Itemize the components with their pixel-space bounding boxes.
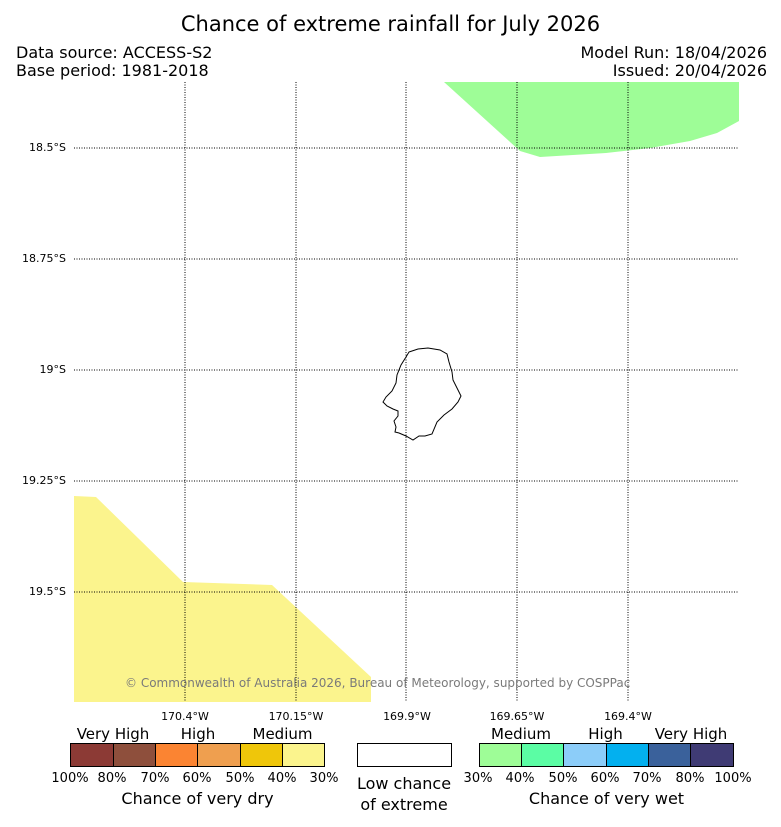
lon-label: 170.4°W — [161, 710, 209, 723]
base-period-label: Base period: 1981-2018 — [16, 61, 209, 80]
wet-percent-label: 70% — [632, 771, 662, 786]
dry-percent-label: 80% — [97, 771, 127, 786]
wet-percent-label: 30% — [463, 771, 493, 786]
dry-percent-label: 60% — [182, 771, 212, 786]
dry-swatch — [282, 743, 325, 767]
wet-percent-label: 50% — [548, 771, 578, 786]
lat-label: 19.25°S — [22, 474, 66, 487]
copyright-notice: © Commonwealth of Australia 2026, Bureau… — [125, 676, 631, 690]
data-source-label: Data source: ACCESS-S2 — [16, 43, 213, 62]
dry-very-high-label: Very High — [76, 725, 150, 743]
wet-very-high-label: Very High — [654, 725, 728, 743]
wet-percent-label: 40% — [505, 771, 535, 786]
lat-label: 18.5°S — [29, 141, 66, 154]
wet-legend-title: Chance of very wet — [528, 789, 685, 808]
lat-label: 19°S — [39, 363, 66, 376]
lat-label: 19.5°S — [29, 585, 66, 598]
wet-swatch — [563, 743, 607, 767]
dry-swatch — [70, 743, 114, 767]
longitude-gridlines — [184, 82, 629, 702]
dry-percent-label: 100% — [51, 771, 89, 786]
dry-percent-label: 30% — [309, 771, 339, 786]
wet-percent-label: 60% — [590, 771, 620, 786]
wet-swatch — [648, 743, 691, 767]
dry-swatch — [240, 743, 283, 767]
issued-label: Issued: 20/04/2026 — [612, 61, 767, 80]
low-chance-title-line2: of extreme — [360, 795, 448, 814]
dry-high-label: High — [180, 725, 216, 743]
dry-swatch — [197, 743, 241, 767]
island-outline — [382, 347, 462, 441]
dry-percent-label: 50% — [225, 771, 255, 786]
wet-swatch — [606, 743, 649, 767]
wet-medium-label: Medium — [491, 725, 551, 743]
wet-percent-label: 100% — [714, 771, 752, 786]
model-run-label: Model Run: 18/04/2026 — [580, 43, 768, 62]
dry-medium-region — [74, 496, 371, 702]
lon-label: 169.9°W — [383, 710, 431, 723]
dry-percent-label: 70% — [140, 771, 170, 786]
lon-label: 169.65°W — [489, 710, 545, 723]
wet-medium-region — [444, 82, 739, 157]
dry-legend-title: Chance of very dry — [121, 789, 274, 808]
lon-label: 169.4°W — [604, 710, 652, 723]
low-chance-swatch — [357, 743, 452, 767]
dry-swatch — [113, 743, 156, 767]
dry-medium-label: Medium — [252, 725, 313, 743]
wet-percent-label: 80% — [675, 771, 705, 786]
lat-label: 18.75°S — [22, 252, 66, 265]
dry-percent-label: 40% — [267, 771, 297, 786]
dry-swatch — [155, 743, 198, 767]
low-chance-title-line1: Low chance — [356, 774, 452, 793]
wet-swatch — [690, 743, 734, 767]
page-title: Chance of extreme rainfall for July 2026 — [180, 12, 601, 36]
wet-swatch — [479, 743, 522, 767]
wet-high-label: High — [588, 725, 623, 743]
lon-label: 170.15°W — [268, 710, 324, 723]
wet-swatch — [521, 743, 564, 767]
